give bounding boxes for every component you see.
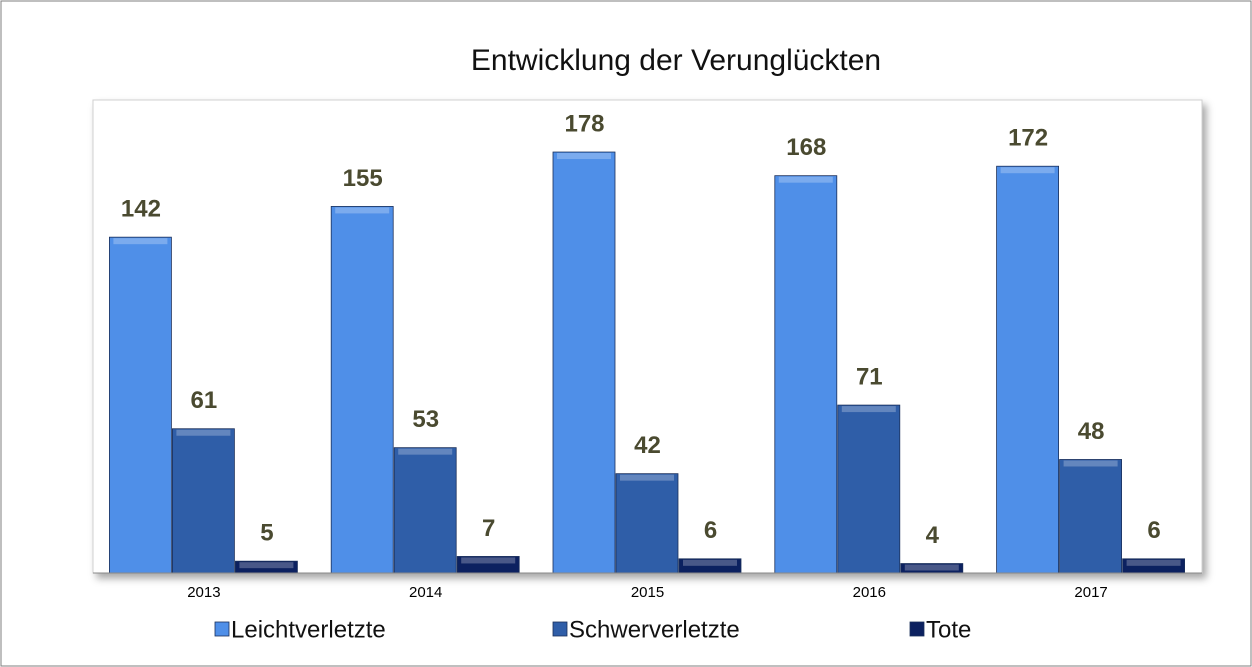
chart-title: Entwicklung der Verunglückten bbox=[471, 44, 881, 77]
bar-highlight bbox=[620, 474, 674, 481]
bar bbox=[393, 447, 457, 574]
x-tick-label: 2017 bbox=[1074, 584, 1107, 601]
x-tick-label: 2015 bbox=[631, 584, 664, 601]
data-label: 168 bbox=[786, 134, 826, 161]
bar-highlight bbox=[778, 176, 833, 183]
bar bbox=[837, 404, 901, 574]
legend-swatch bbox=[909, 621, 925, 637]
bar-highlight bbox=[113, 238, 168, 245]
data-label: 53 bbox=[412, 406, 439, 433]
bar-highlight bbox=[841, 406, 896, 413]
bar-highlight bbox=[557, 153, 611, 160]
bar-highlight bbox=[335, 207, 390, 214]
bar bbox=[996, 165, 1059, 574]
data-label: 172 bbox=[1008, 125, 1048, 152]
data-label: 155 bbox=[343, 165, 383, 192]
bar bbox=[774, 175, 838, 574]
data-label: 42 bbox=[634, 432, 661, 459]
bar-highlight bbox=[683, 559, 737, 566]
legend-label: Tote bbox=[926, 616, 971, 643]
bar-highlight bbox=[398, 448, 453, 455]
x-tick-label: 2014 bbox=[409, 584, 442, 601]
data-label: 48 bbox=[1078, 418, 1105, 445]
bar-highlight bbox=[239, 562, 294, 569]
data-label: 142 bbox=[121, 196, 161, 223]
legend-swatch bbox=[552, 621, 568, 637]
x-tick-label: 2013 bbox=[187, 584, 220, 601]
bar-highlight bbox=[1000, 167, 1055, 174]
data-label: 61 bbox=[191, 387, 218, 414]
bar bbox=[552, 151, 616, 574]
data-label: 5 bbox=[260, 520, 273, 547]
data-label: 178 bbox=[564, 110, 604, 137]
x-tick-label: 2016 bbox=[853, 584, 886, 601]
data-label: 6 bbox=[1147, 517, 1160, 544]
legend-swatch bbox=[214, 621, 230, 637]
bar-highlight bbox=[176, 429, 231, 436]
data-label: 4 bbox=[926, 522, 940, 549]
bar-highlight bbox=[461, 557, 516, 564]
bar bbox=[615, 473, 679, 574]
bar bbox=[1059, 459, 1122, 574]
data-label: 6 bbox=[704, 517, 717, 544]
data-label: 7 bbox=[482, 515, 495, 542]
bar-highlight bbox=[1126, 559, 1181, 566]
data-label: 71 bbox=[856, 363, 883, 390]
bar bbox=[330, 206, 394, 574]
bar bbox=[171, 428, 235, 574]
bar-highlight bbox=[1063, 460, 1118, 467]
legend-label: Leichtverletzte bbox=[231, 616, 386, 643]
bar-highlight bbox=[904, 564, 959, 571]
legend-label: Schwerverletzte bbox=[569, 616, 740, 643]
bar bbox=[109, 236, 172, 574]
